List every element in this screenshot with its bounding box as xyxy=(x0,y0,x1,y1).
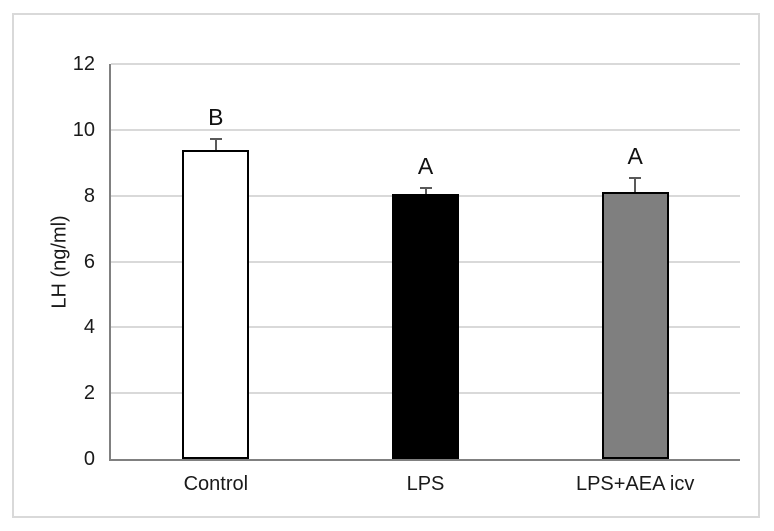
y-axis-line xyxy=(109,64,111,461)
gridline xyxy=(111,63,740,65)
significance-letter: B xyxy=(208,103,224,130)
y-tick-label: 10 xyxy=(72,118,95,141)
error-bar-cap xyxy=(209,137,222,140)
bar-lps-aea-icv xyxy=(601,192,669,459)
y-tick-label: 8 xyxy=(83,184,95,207)
x-category-label: LPS xyxy=(406,473,445,495)
bar-lps xyxy=(392,194,459,459)
error-bar-cap xyxy=(419,187,432,190)
y-tick-label: 0 xyxy=(83,448,95,470)
chart-frame: LH (ng/ml) 0 2 4 6 8 10 12 B Control A LPS A LPS+AEA… xyxy=(12,13,760,518)
error-bar-stem xyxy=(214,139,217,150)
error-bar-stem xyxy=(634,179,637,193)
y-tick-label: 2 xyxy=(83,382,95,405)
y-tick-label: 4 xyxy=(83,316,95,339)
gridline xyxy=(111,128,740,131)
y-tick-label: 12 xyxy=(72,53,95,75)
significance-letter: A xyxy=(627,143,643,170)
plot-area: 0 2 4 6 8 10 12 B Control A LPS A LPS+AEA icv xyxy=(14,15,758,516)
significance-letter: A xyxy=(417,153,434,180)
x-category-label: Control xyxy=(183,473,249,495)
x-axis-line xyxy=(109,459,740,461)
error-bar-cap xyxy=(629,177,642,180)
bar-control xyxy=(182,149,250,459)
error-bar-stem xyxy=(424,189,427,195)
x-category-label: LPS+AEA icv xyxy=(575,473,695,495)
y-tick-label: 6 xyxy=(83,250,95,273)
